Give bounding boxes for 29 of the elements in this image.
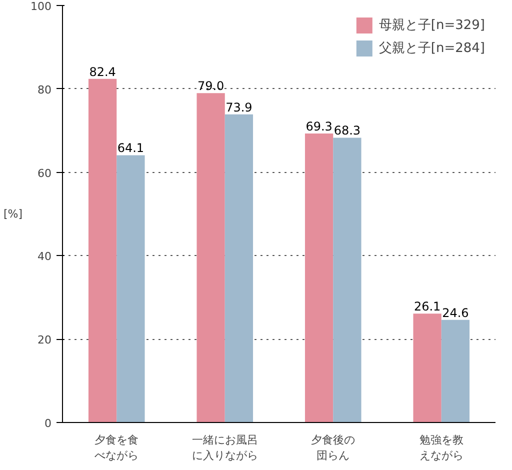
- y-axis-title: [%]: [3, 208, 23, 220]
- data-label: 69.3: [306, 120, 332, 134]
- data-label: 64.1: [117, 141, 144, 156]
- legend-label: 父親と子[n=284]: [378, 40, 485, 57]
- x-tick-label: 夕食を食べながら: [94, 434, 139, 462]
- data-label: 24.6: [442, 306, 469, 320]
- data-label: 73.9: [226, 100, 252, 114]
- y-tick-label: 20: [38, 334, 52, 347]
- y-tick-label: 80: [38, 83, 52, 96]
- bar: [88, 78, 117, 422]
- bar: [333, 138, 362, 422]
- x-tick-label: 夕食後の団らん: [311, 434, 356, 462]
- y-tick-label: 0: [44, 417, 52, 430]
- data-label: 82.4: [89, 64, 116, 79]
- legend-label: 母親と子[n=329]: [378, 17, 485, 34]
- bar: [224, 114, 254, 422]
- x-tick-label: 一緒にお風呂に入りながら: [192, 434, 258, 462]
- bar: [304, 134, 334, 422]
- bar: [413, 314, 442, 422]
- bar: [441, 320, 470, 422]
- data-label: 79.0: [197, 79, 224, 94]
- data-label: 26.1: [414, 300, 441, 314]
- x-tick-label: 勉強を教えながら: [419, 434, 464, 462]
- bar: [196, 93, 225, 422]
- bar: [116, 155, 145, 422]
- y-tick-label: 100: [30, 0, 52, 13]
- y-tick-label: 60: [38, 166, 52, 180]
- data-label: 68.3: [334, 124, 361, 138]
- y-tick-label: 40: [38, 250, 52, 264]
